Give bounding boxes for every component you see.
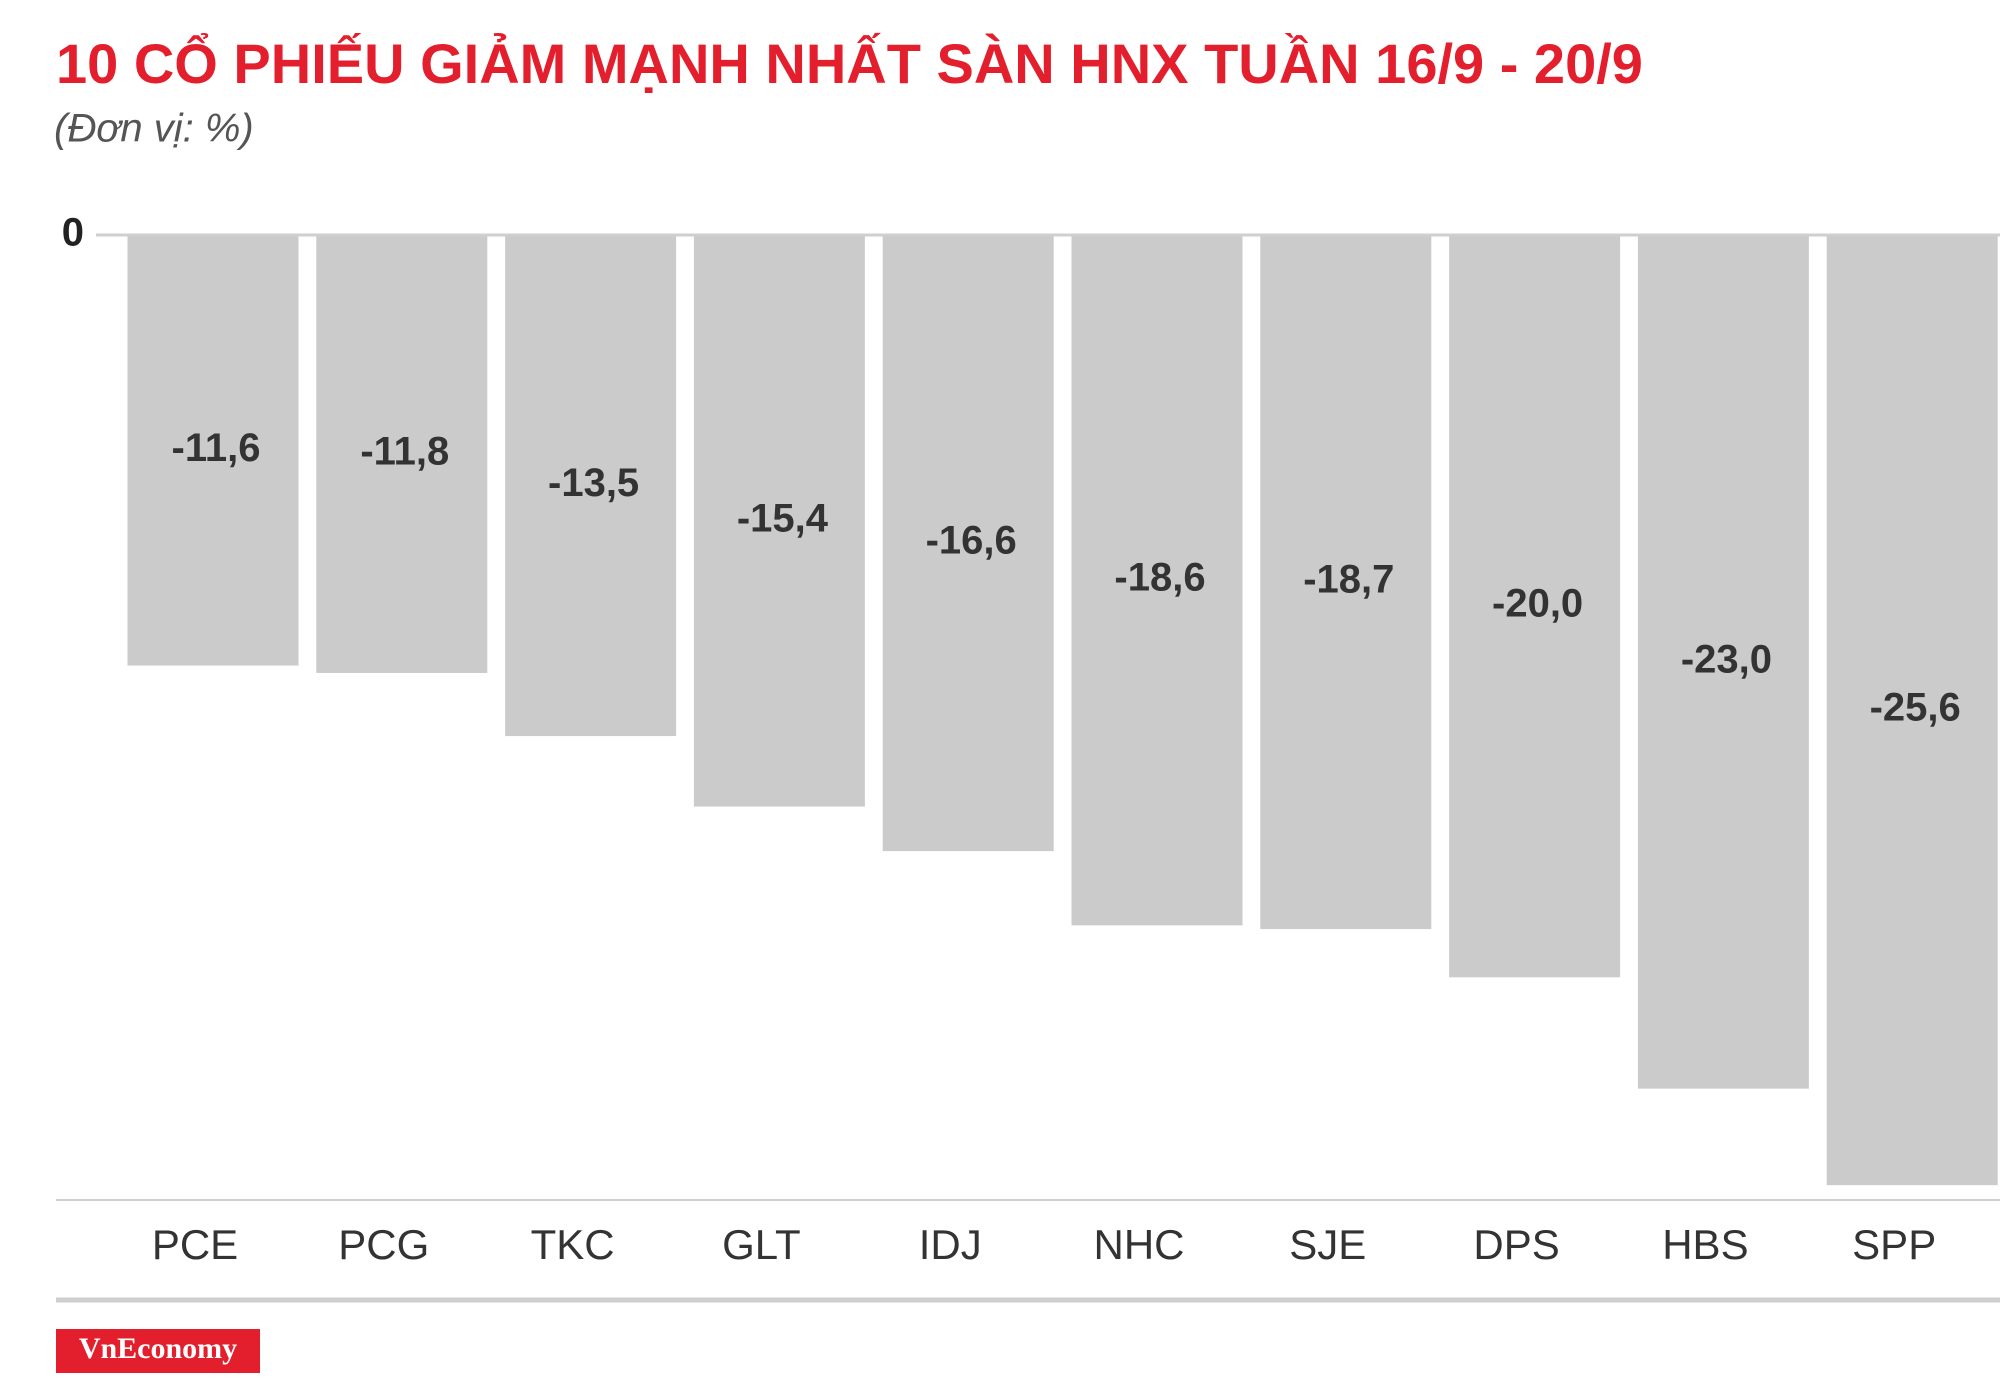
y-tick-label: 0 (62, 211, 84, 255)
x-tick-label: NHC (1094, 1221, 1185, 1268)
bar (127, 235, 299, 666)
x-tick-label: PCE (152, 1221, 238, 1268)
bar (693, 235, 865, 807)
bar (1260, 235, 1432, 930)
logo-box (56, 1329, 260, 1373)
bar (1826, 235, 1998, 1186)
x-tick-label: HBS (1662, 1221, 1748, 1268)
chart-title: 10 CỔ PHIẾU GIẢM MẠNH NHẤT SÀN HNX TUẦN … (56, 32, 1643, 95)
value-label: -18,6 (1114, 556, 1205, 600)
value-label: -15,4 (737, 496, 829, 540)
bar (1449, 235, 1621, 978)
bar (505, 235, 677, 737)
x-tick-label: IDJ (919, 1221, 982, 1268)
x-tick-label: DPS (1473, 1221, 1559, 1268)
value-label: -13,5 (548, 461, 639, 505)
value-label: -16,6 (926, 519, 1017, 563)
x-tick-label: PCG (338, 1221, 429, 1268)
x-tick-label: SJE (1289, 1221, 1366, 1268)
bar (316, 235, 488, 673)
logo: VnEconomy (79, 1332, 237, 1365)
value-label: -11,6 (172, 426, 261, 470)
x-tick-label: GLT (722, 1221, 801, 1268)
value-label: -23,0 (1681, 637, 1772, 681)
value-label: -25,6 (1870, 686, 1961, 730)
bar (1637, 235, 1809, 1089)
value-label: -18,7 (1303, 558, 1394, 602)
chart-subtitle: (Đơn vị: %) (54, 107, 254, 151)
bar (882, 235, 1054, 852)
x-tick-label: TKC (531, 1221, 615, 1268)
value-label: -11,8 (360, 430, 449, 474)
bar (1071, 235, 1243, 926)
x-tick-label: SPP (1852, 1221, 1936, 1268)
value-label: -20,0 (1492, 582, 1583, 626)
